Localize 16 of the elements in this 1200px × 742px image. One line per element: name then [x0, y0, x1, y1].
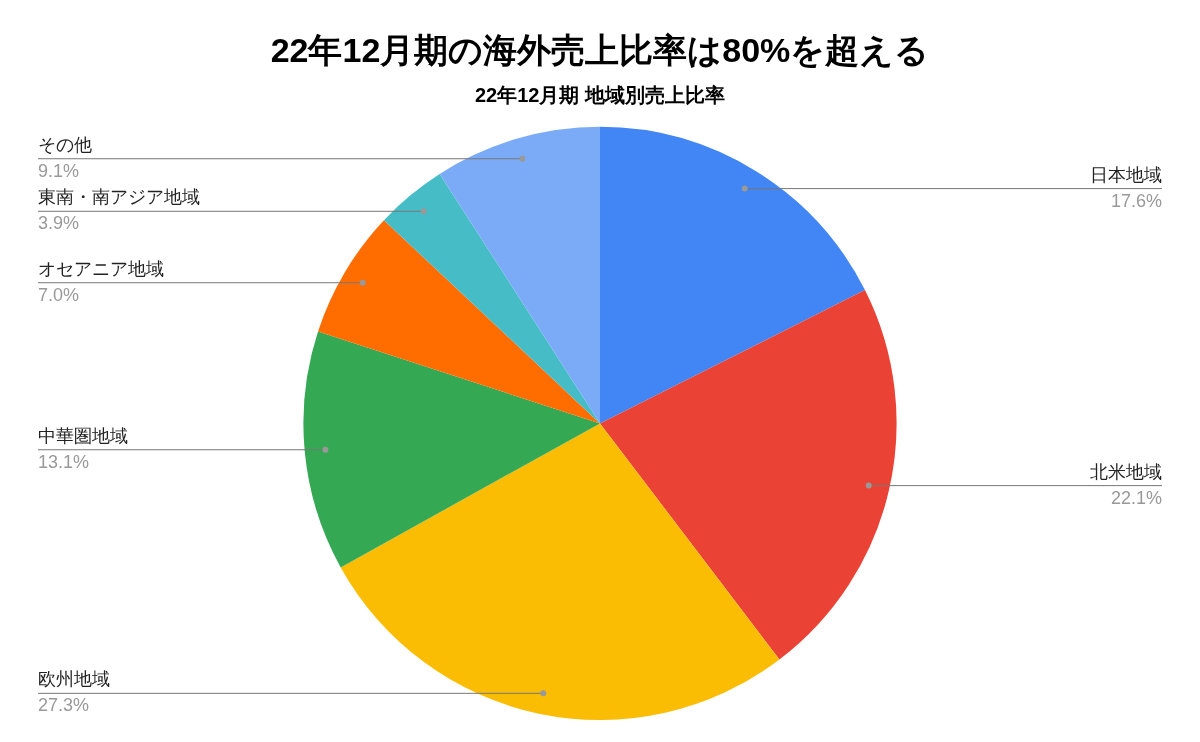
slice-label: 北米地域 [1090, 461, 1162, 482]
slice-label: その他 [38, 134, 92, 155]
chart-subtitle: 22年12月期 地域別売上比率 [474, 84, 726, 107]
data-label: 17.6% [1110, 190, 1162, 211]
chart-title: 22年12月期の海外売上比率は80%を超える [270, 30, 930, 69]
data-label: 3.9% [38, 213, 80, 234]
slice-label: 欧州地域 [38, 669, 110, 690]
data-label: 7.0% [38, 284, 80, 305]
data-label: 13.1% [38, 451, 90, 472]
data-label: 9.1% [38, 160, 80, 181]
slice-label: 日本地域 [1090, 164, 1162, 185]
data-label: 22.1% [1110, 487, 1162, 508]
slice-label: 東南・南アジア地域 [38, 187, 200, 208]
slice-label: 中華圏地域 [38, 425, 128, 446]
data-label: 27.3% [38, 695, 90, 716]
slice-label: オセアニア地域 [38, 258, 164, 279]
